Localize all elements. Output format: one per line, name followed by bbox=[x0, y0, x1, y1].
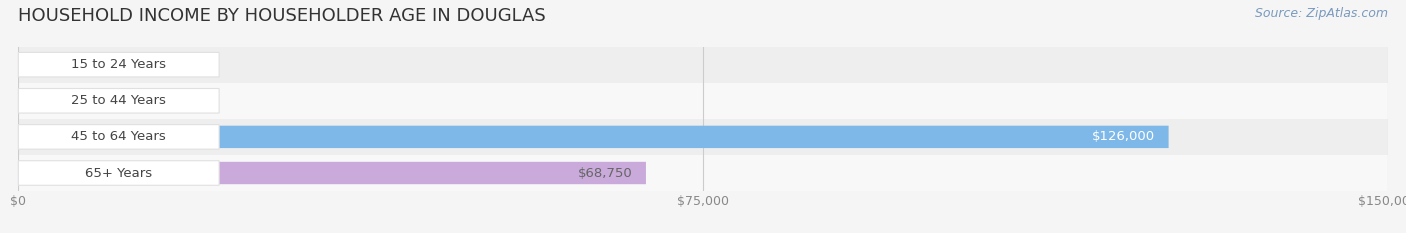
Text: 65+ Years: 65+ Years bbox=[86, 167, 152, 179]
Bar bbox=[18, 155, 1388, 191]
Text: $68,750: $68,750 bbox=[578, 167, 633, 179]
FancyBboxPatch shape bbox=[18, 52, 219, 77]
FancyBboxPatch shape bbox=[18, 125, 219, 149]
FancyBboxPatch shape bbox=[18, 162, 645, 184]
Bar bbox=[18, 47, 1388, 83]
Text: $126,000: $126,000 bbox=[1092, 130, 1154, 143]
Bar bbox=[18, 83, 1388, 119]
Text: Source: ZipAtlas.com: Source: ZipAtlas.com bbox=[1254, 7, 1388, 20]
FancyBboxPatch shape bbox=[18, 161, 219, 185]
Text: HOUSEHOLD INCOME BY HOUSEHOLDER AGE IN DOUGLAS: HOUSEHOLD INCOME BY HOUSEHOLDER AGE IN D… bbox=[18, 7, 546, 25]
FancyBboxPatch shape bbox=[18, 89, 219, 113]
Text: $0: $0 bbox=[56, 58, 73, 71]
FancyBboxPatch shape bbox=[18, 126, 1168, 148]
Text: $0: $0 bbox=[56, 94, 73, 107]
Text: 25 to 44 Years: 25 to 44 Years bbox=[72, 94, 166, 107]
FancyBboxPatch shape bbox=[18, 53, 48, 76]
Text: 15 to 24 Years: 15 to 24 Years bbox=[72, 58, 166, 71]
FancyBboxPatch shape bbox=[18, 89, 48, 112]
Bar bbox=[18, 119, 1388, 155]
Text: 45 to 64 Years: 45 to 64 Years bbox=[72, 130, 166, 143]
